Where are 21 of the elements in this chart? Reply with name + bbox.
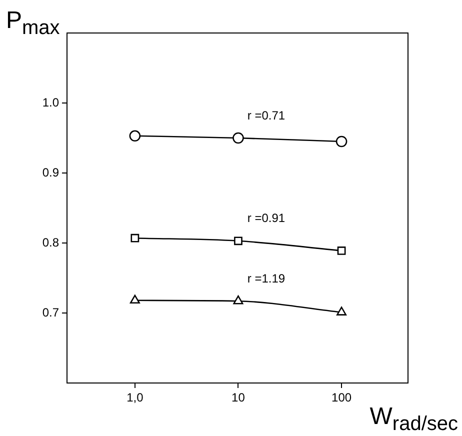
- point: [337, 246, 346, 255]
- y-axis-title: P$_{max}$: [6, 7, 60, 41]
- x-tick-label: 1,0: [126, 390, 144, 405]
- y-tick-label: 0.8: [42, 235, 60, 250]
- y-tick-label: 0.7: [42, 305, 60, 320]
- point: [130, 294, 140, 304]
- point: [232, 132, 244, 144]
- annotation: r =0.91: [247, 211, 286, 226]
- y-tick-label: 1.0: [42, 95, 60, 110]
- point: [336, 306, 347, 316]
- point: [336, 136, 348, 148]
- point: [233, 295, 244, 304]
- x-tick-label: 100: [332, 390, 352, 405]
- x-tick-label: 10: [232, 390, 246, 405]
- point: [129, 130, 141, 142]
- point: [234, 236, 242, 246]
- x-axis-title: W$_{rad/sec}$: [370, 403, 458, 436]
- point: [130, 234, 140, 242]
- annotation: r =1.19: [247, 271, 286, 286]
- y-tick-label: 0.9: [42, 165, 60, 180]
- annotation: r =0.71: [247, 108, 286, 122]
